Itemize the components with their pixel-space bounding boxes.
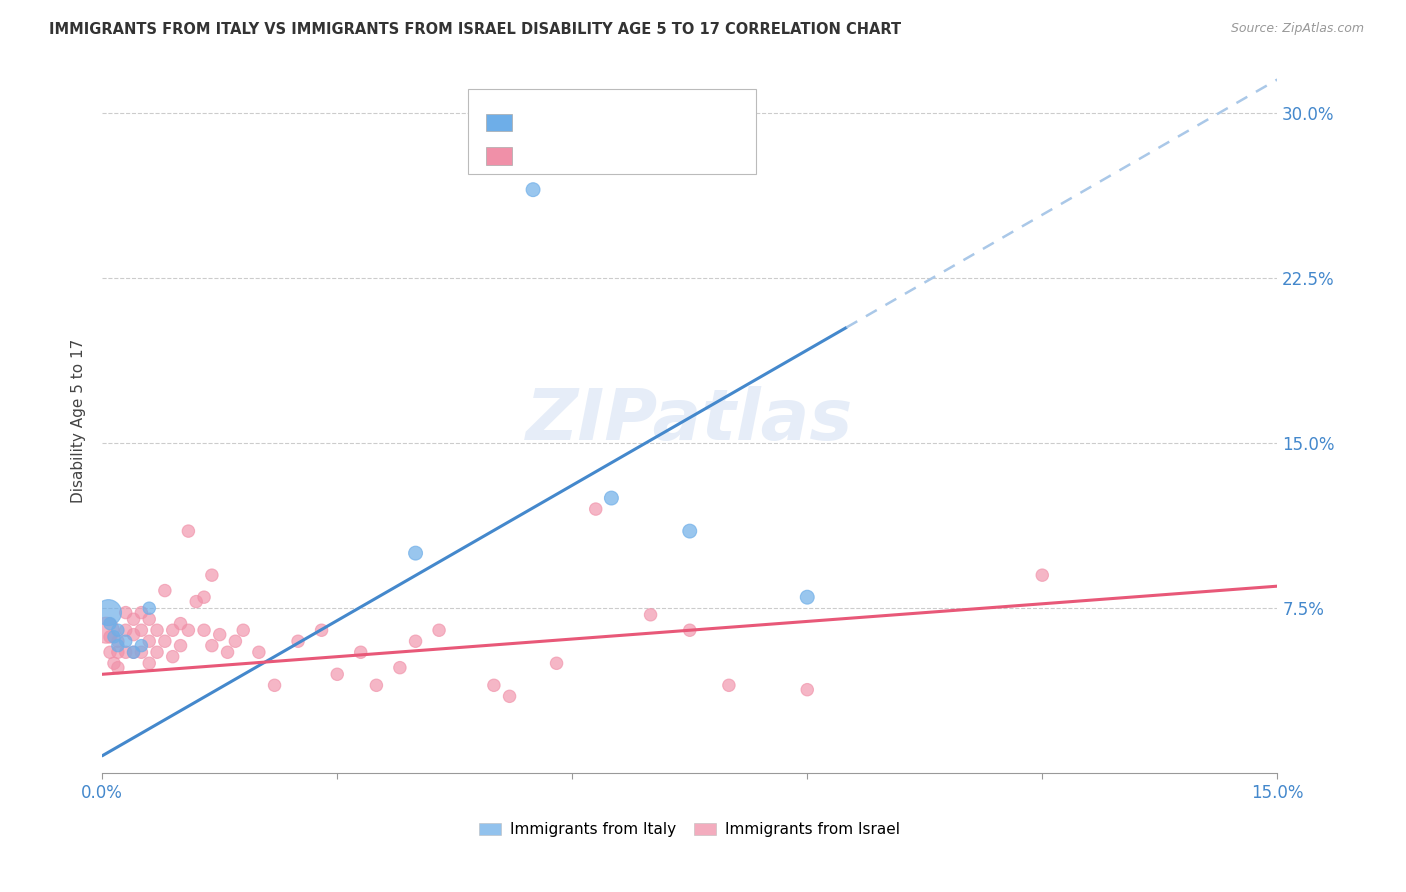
Point bbox=[131, 645, 153, 659]
Point bbox=[522, 183, 544, 197]
Point bbox=[122, 627, 145, 641]
Point bbox=[107, 645, 129, 659]
Point bbox=[107, 624, 129, 638]
Point bbox=[193, 590, 215, 604]
Point bbox=[679, 524, 702, 538]
Text: Source: ZipAtlas.com: Source: ZipAtlas.com bbox=[1230, 22, 1364, 36]
Point bbox=[103, 657, 125, 671]
Point bbox=[177, 624, 200, 638]
Point bbox=[94, 624, 117, 638]
Point bbox=[263, 678, 285, 692]
Point bbox=[103, 630, 125, 644]
Point bbox=[114, 645, 136, 659]
Point bbox=[366, 678, 388, 692]
Point bbox=[98, 616, 121, 631]
Point bbox=[193, 624, 215, 638]
Text: IMMIGRANTS FROM ITALY VS IMMIGRANTS FROM ISRAEL DISABILITY AGE 5 TO 17 CORRELATI: IMMIGRANTS FROM ITALY VS IMMIGRANTS FROM… bbox=[49, 22, 901, 37]
Point bbox=[1031, 568, 1053, 582]
Y-axis label: Disability Age 5 to 17: Disability Age 5 to 17 bbox=[72, 339, 86, 503]
Point bbox=[138, 601, 160, 615]
Point bbox=[177, 524, 200, 538]
Point bbox=[717, 678, 740, 692]
Point bbox=[131, 606, 153, 620]
Point bbox=[162, 649, 184, 664]
Point bbox=[97, 606, 120, 620]
Point bbox=[122, 612, 145, 626]
Point bbox=[326, 667, 349, 681]
Point bbox=[640, 607, 662, 622]
Point bbox=[138, 612, 160, 626]
Point bbox=[98, 630, 121, 644]
Point bbox=[114, 624, 136, 638]
Point bbox=[107, 639, 129, 653]
Legend: Immigrants from Italy, Immigrants from Israel: Immigrants from Italy, Immigrants from I… bbox=[474, 816, 905, 843]
Point bbox=[131, 624, 153, 638]
Point bbox=[388, 661, 411, 675]
Point bbox=[146, 645, 169, 659]
Point bbox=[169, 639, 191, 653]
Point bbox=[796, 590, 818, 604]
Point bbox=[201, 568, 224, 582]
Point bbox=[107, 661, 129, 675]
Point bbox=[679, 624, 702, 638]
Text: ZIPatlas: ZIPatlas bbox=[526, 386, 853, 456]
Point bbox=[138, 657, 160, 671]
Point bbox=[224, 634, 246, 648]
Point bbox=[482, 678, 505, 692]
Text: N = 14: N = 14 bbox=[620, 112, 673, 128]
Point bbox=[114, 634, 136, 648]
Point bbox=[405, 634, 427, 648]
Point bbox=[153, 583, 176, 598]
Text: N = 57: N = 57 bbox=[620, 146, 673, 161]
Point bbox=[186, 594, 208, 608]
Point bbox=[427, 624, 450, 638]
Point bbox=[287, 634, 309, 648]
Point bbox=[153, 634, 176, 648]
Point bbox=[162, 624, 184, 638]
Point bbox=[201, 639, 224, 653]
Point bbox=[546, 657, 568, 671]
Point bbox=[122, 645, 145, 659]
Point bbox=[350, 645, 373, 659]
Point bbox=[98, 645, 121, 659]
Text: R = 0.653: R = 0.653 bbox=[523, 112, 600, 128]
Point bbox=[498, 690, 520, 704]
Point bbox=[146, 624, 169, 638]
Point bbox=[107, 634, 129, 648]
Point bbox=[122, 645, 145, 659]
Point bbox=[796, 682, 818, 697]
Point bbox=[131, 639, 153, 653]
Point bbox=[138, 634, 160, 648]
Point bbox=[247, 645, 270, 659]
Point bbox=[114, 606, 136, 620]
Point bbox=[600, 491, 623, 505]
Point bbox=[232, 624, 254, 638]
Point bbox=[405, 546, 427, 560]
Point bbox=[217, 645, 239, 659]
Point bbox=[169, 616, 191, 631]
Point bbox=[585, 502, 607, 516]
Point bbox=[311, 624, 333, 638]
Point bbox=[208, 627, 231, 641]
Text: R = 0.246: R = 0.246 bbox=[523, 146, 599, 161]
